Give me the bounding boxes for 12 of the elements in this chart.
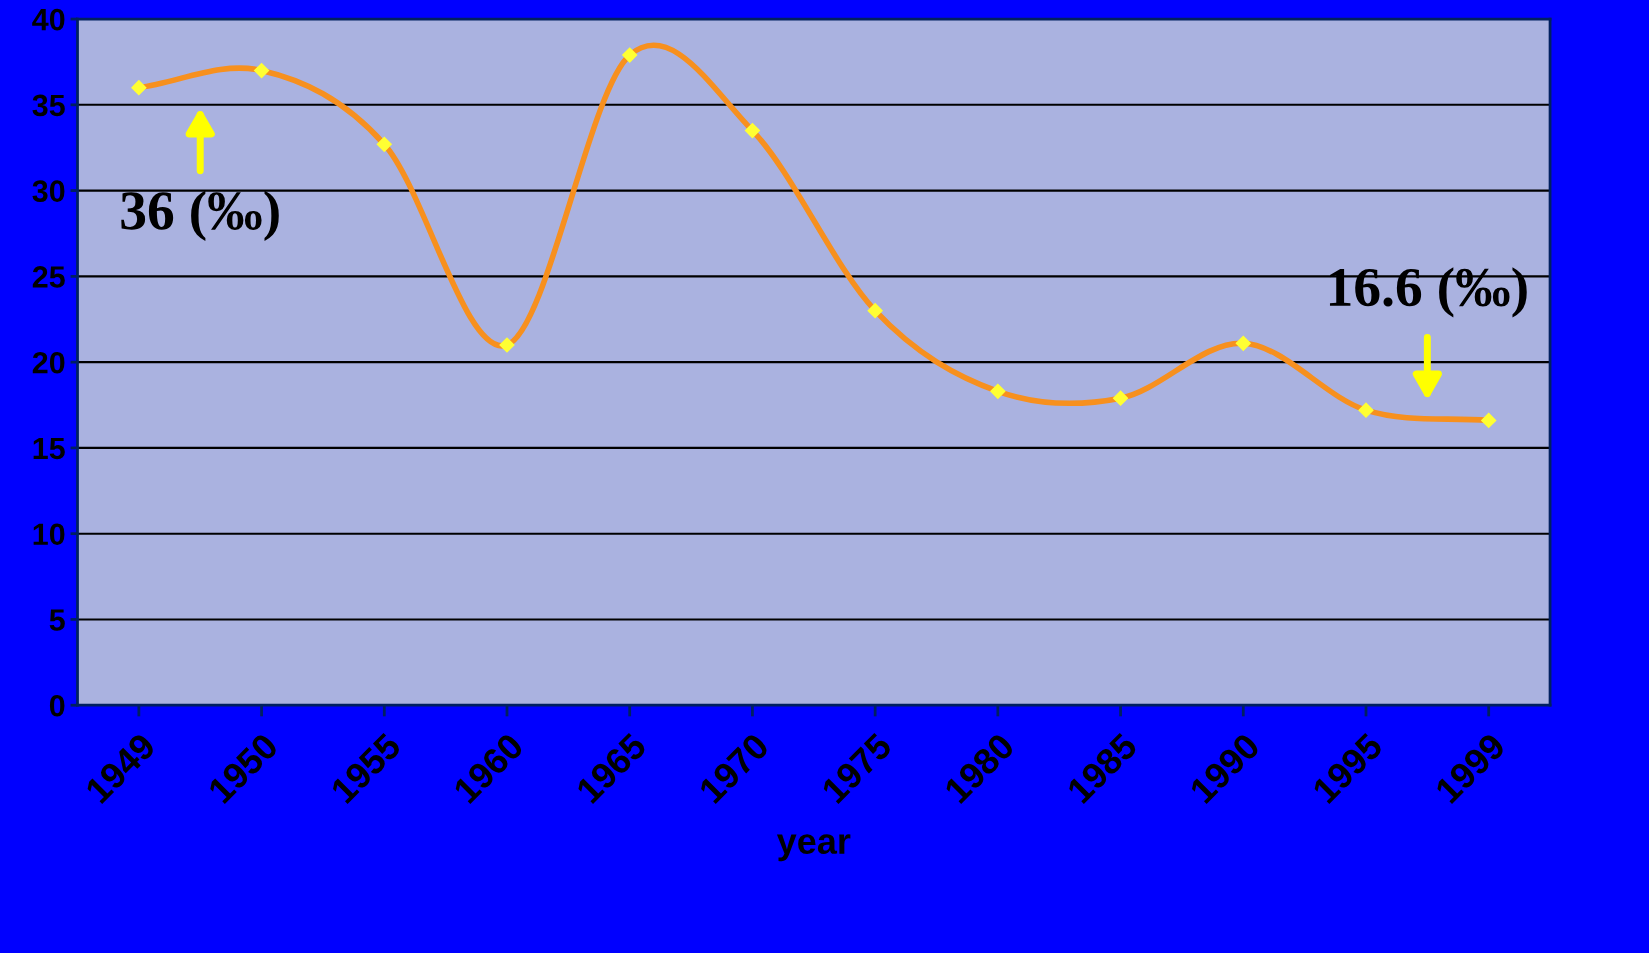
y-tick-label: 25 bbox=[32, 266, 65, 288]
y-tick-label: 30 bbox=[32, 180, 65, 203]
y-tick-label: 40 bbox=[32, 8, 65, 31]
y-tick-label: 5 bbox=[49, 609, 65, 631]
y-tick-label: 10 bbox=[33, 523, 65, 546]
x-axis-title: year bbox=[776, 834, 851, 862]
annotation: 16.6 (‰) bbox=[1329, 267, 1527, 318]
y-tick-label: 20 bbox=[32, 351, 65, 374]
y-tick-label: 0 bbox=[49, 694, 65, 717]
y-tick-label: 35 bbox=[32, 94, 65, 117]
y-tick-label: 15 bbox=[33, 437, 65, 460]
annotation: 36 (‰) bbox=[121, 190, 279, 241]
